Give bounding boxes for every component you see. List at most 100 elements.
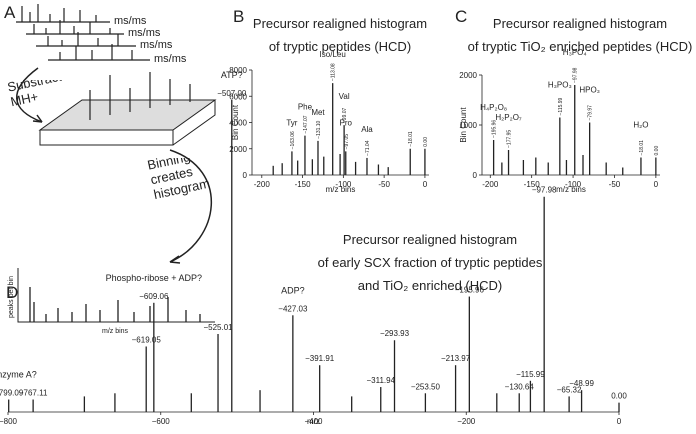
chart-title: of tryptic peptides (HCD) bbox=[269, 39, 411, 54]
spectrum bbox=[26, 20, 124, 35]
peak-label: −213.97 bbox=[441, 354, 471, 363]
x-axis-label: m/z bins bbox=[556, 185, 586, 194]
x-tick-label: -150 bbox=[295, 180, 312, 189]
peak-label: −97.05 bbox=[344, 134, 350, 150]
peak-label: −113.08 bbox=[331, 63, 337, 81]
diagram bbox=[16, 4, 217, 323]
x-tick-label: -50 bbox=[378, 180, 390, 189]
chart-title: of early SCX fraction of tryptic peptide… bbox=[318, 255, 543, 270]
x-tick-label: −200 bbox=[457, 417, 476, 426]
peak-label: 0.00 bbox=[654, 146, 660, 156]
annotation: H₂O bbox=[633, 121, 648, 130]
x-tick-label: −600 bbox=[152, 417, 171, 426]
peak-label: −293.93 bbox=[380, 329, 410, 338]
peak-label: −18.01 bbox=[639, 140, 645, 156]
peak-label: −507.00 bbox=[217, 89, 247, 98]
annotation: Met bbox=[311, 108, 325, 117]
y-tick-label: 6000 bbox=[229, 92, 247, 101]
peak-label: −48.99 bbox=[569, 379, 594, 388]
y-tick-label: 2000 bbox=[229, 145, 247, 154]
annotation: H₃PO₄ bbox=[563, 48, 587, 57]
annotation: Phospho-ribose + ADP? bbox=[106, 273, 202, 283]
chart-title: and TiO₂ enriched (HCD) bbox=[358, 278, 503, 293]
peak-label: 0.00 bbox=[423, 137, 429, 147]
x-axis-label: m/z bins bbox=[326, 185, 356, 194]
arrow bbox=[169, 149, 212, 263]
peak-label: −99.07 bbox=[342, 107, 348, 123]
diagram-step: Binning creates histogram bbox=[146, 158, 211, 202]
x-axis-label: m/z bbox=[307, 417, 320, 426]
annotation: Coenzyme A? bbox=[0, 370, 37, 380]
histogram-bars bbox=[29, 287, 201, 322]
arrow-head bbox=[169, 255, 181, 264]
x-tick-label: −400 bbox=[304, 417, 323, 426]
peak-label: −253.50 bbox=[411, 382, 441, 391]
diagram-step: Substract MH+ bbox=[6, 80, 63, 110]
x-tick-label: -200 bbox=[254, 180, 271, 189]
peak-label: −311.94 bbox=[366, 376, 395, 385]
arrow-head bbox=[32, 114, 43, 123]
peak-label: −115.99 bbox=[516, 370, 545, 379]
stacked-spectra bbox=[89, 72, 191, 120]
peak-label: −609.06 bbox=[139, 292, 169, 301]
y-tick-label: 4000 bbox=[229, 119, 247, 128]
annotation: H₃PO₃ bbox=[548, 81, 572, 90]
annotation: Pro bbox=[340, 118, 353, 127]
x-tick-label: 0 bbox=[654, 180, 659, 189]
chart-title: Precursor realigned histogram bbox=[343, 232, 517, 247]
spectrum bbox=[36, 32, 136, 47]
diagram-label: ms/ms bbox=[128, 27, 161, 39]
x-tick-label: -50 bbox=[609, 180, 621, 189]
diagram-label: ms/ms bbox=[114, 15, 147, 27]
annotation: ADP? bbox=[281, 285, 305, 295]
x-tick-label: −800 bbox=[0, 417, 18, 426]
histogram-axes bbox=[17, 268, 215, 323]
x-tick-label: -200 bbox=[482, 180, 499, 189]
peak-label: −163.06 bbox=[290, 131, 296, 149]
chart-title: Precursor realigned histogram bbox=[253, 16, 427, 31]
annotation: Phe bbox=[298, 103, 313, 112]
x-tick-label: -100 bbox=[335, 180, 352, 189]
peak-label: 0.00 bbox=[611, 392, 627, 401]
spectrum bbox=[16, 4, 110, 23]
peak-label: −391.91 bbox=[305, 354, 335, 363]
peak-label: −177.95 bbox=[507, 130, 513, 148]
peak-label: −195.96 bbox=[455, 286, 485, 295]
y-axis-label: Bin Count bbox=[459, 107, 468, 143]
diagram-label: ms/ms bbox=[154, 53, 187, 65]
x-tick-label: -100 bbox=[565, 180, 582, 189]
peak-label: −115.99 bbox=[558, 97, 564, 115]
peak-label: −71.04 bbox=[365, 140, 371, 156]
y-tick-label: 0 bbox=[473, 171, 478, 180]
peak-label: −97.98 bbox=[573, 67, 579, 83]
annotation: ATP? bbox=[221, 70, 243, 80]
y-tick-label: 0 bbox=[243, 171, 248, 180]
peak-label: −97.98 bbox=[532, 186, 557, 195]
y-tick-label: 2000 bbox=[459, 71, 477, 80]
peak-label: −767.11 bbox=[19, 389, 48, 398]
x-tick-label: 0 bbox=[423, 180, 428, 189]
annotation: Iso/Leu bbox=[320, 50, 346, 59]
peak-label: −79.97 bbox=[588, 105, 594, 121]
y-tick-label: 1000 bbox=[459, 121, 477, 130]
panel-label: C bbox=[455, 7, 467, 26]
annotation: Ala bbox=[361, 125, 373, 134]
annotation: Tyr bbox=[286, 118, 297, 127]
chart-title: Precursor realigned histogram bbox=[493, 16, 667, 31]
peak-label: −18.01 bbox=[408, 131, 414, 147]
peak-label: −799.09 bbox=[0, 389, 24, 398]
annotation: H₂P₂O₇ bbox=[495, 113, 522, 122]
diagram-label: ms/ms bbox=[140, 39, 173, 51]
peak-label: −525.01 bbox=[203, 323, 233, 332]
y-tick-label: 8000 bbox=[229, 66, 247, 75]
peak-label: −65.32 bbox=[557, 385, 582, 394]
x-tick-label: -150 bbox=[524, 180, 541, 189]
y-axis-label: Bin Count bbox=[231, 104, 240, 140]
peak-label: −147.07 bbox=[303, 115, 309, 133]
diagram-step-text: Substract MH+ bbox=[6, 80, 63, 110]
panel-label: B bbox=[233, 7, 244, 26]
annotation: Val bbox=[339, 92, 350, 101]
diagram-axis-label: m/z bins bbox=[102, 328, 129, 335]
panel-label: D bbox=[6, 283, 18, 302]
